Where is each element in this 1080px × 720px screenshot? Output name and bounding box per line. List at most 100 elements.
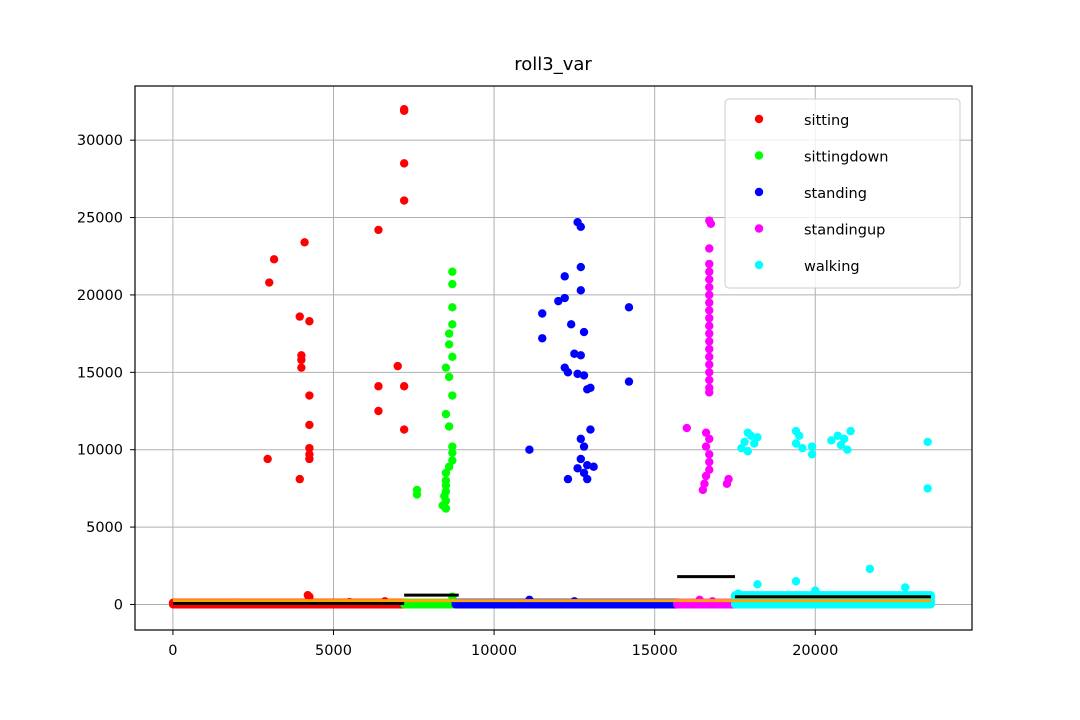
point-standingup <box>705 457 714 467</box>
point-standing <box>589 462 598 471</box>
point-standingup <box>705 275 714 284</box>
point-standingup <box>705 388 714 397</box>
point-sittingdown <box>448 320 457 329</box>
scatter-points <box>232 105 932 608</box>
point-standing <box>586 383 595 392</box>
point-standing <box>576 222 586 232</box>
y-axis-ticks: 0 5000 10000 15000 20000 25000 30000 <box>77 133 135 613</box>
point-sitting <box>305 391 314 400</box>
point-standing <box>579 468 589 478</box>
point-standing <box>579 327 589 337</box>
point-walking <box>833 431 842 440</box>
point-sittingdown <box>444 340 454 349</box>
point-standing <box>560 293 569 303</box>
point-walking <box>923 484 932 493</box>
point-standingup <box>705 329 714 338</box>
point-sittingdown <box>441 409 451 419</box>
point-sitting <box>399 159 409 168</box>
point-sitting <box>374 406 383 416</box>
point-standingup <box>701 442 711 451</box>
point-sitting <box>297 355 306 365</box>
legend-marker-standing <box>754 187 764 197</box>
point-sitting <box>305 317 314 326</box>
x-tick-label: 0 <box>168 643 177 659</box>
y-tick-label: 5000 <box>86 520 123 536</box>
point-sitting <box>305 443 314 453</box>
point-sittingdown <box>441 468 451 478</box>
chart-title: roll3_var <box>514 54 592 75</box>
point-sitting <box>265 278 274 287</box>
point-standing <box>573 369 582 379</box>
point-sittingdown <box>444 422 454 431</box>
point-standingup <box>705 259 714 269</box>
point-standingup <box>701 471 711 481</box>
point-standing <box>570 349 579 358</box>
point-sittingdown <box>441 363 451 372</box>
point-walking <box>798 443 807 453</box>
point-walking <box>791 577 801 586</box>
point-sittingdown <box>448 448 457 457</box>
point-sittingdown <box>448 279 457 289</box>
point-walking <box>836 440 846 450</box>
point-standing <box>576 351 586 360</box>
point-standing <box>576 434 586 444</box>
legend-marker-walking <box>754 260 764 270</box>
point-sitting <box>399 105 409 114</box>
point-standing <box>538 309 547 318</box>
point-standing <box>563 368 573 377</box>
point-sittingdown <box>448 303 457 312</box>
point-standing <box>563 474 573 484</box>
point-standingup <box>682 423 691 433</box>
point-sitting <box>374 225 383 235</box>
point-standingup <box>698 485 708 495</box>
point-standingup <box>705 375 714 385</box>
point-standing <box>579 371 589 380</box>
point-sittingdown <box>448 352 457 362</box>
point-standing <box>576 454 586 464</box>
x-tick-label: 5000 <box>315 643 352 659</box>
point-sitting <box>399 382 409 391</box>
point-standingup <box>705 282 714 292</box>
point-sitting <box>374 382 383 391</box>
legend-box <box>724 98 961 289</box>
point-walking <box>843 445 852 454</box>
point-standing <box>576 262 586 272</box>
point-sitting <box>263 454 272 464</box>
point-standing <box>554 296 563 306</box>
point-standingup <box>722 479 732 488</box>
point-walking <box>740 437 749 447</box>
point-sitting <box>399 425 409 434</box>
point-walking <box>746 431 756 440</box>
point-standing <box>538 334 547 343</box>
point-sittingdown <box>441 481 451 490</box>
point-standingup <box>705 344 714 354</box>
point-walking <box>743 447 753 456</box>
legend-label-standingup: standingup <box>804 223 885 239</box>
point-walking <box>807 450 817 459</box>
point-walking <box>753 580 762 589</box>
y-tick-label: 0 <box>114 597 123 613</box>
point-sittingdown <box>448 391 457 400</box>
point-sitting <box>300 238 309 247</box>
point-sitting <box>399 196 409 205</box>
point-standingup <box>705 434 714 444</box>
point-standingup <box>705 352 714 362</box>
point-standingup <box>705 244 714 253</box>
point-walking <box>753 433 762 442</box>
legend-marker-sittingdown <box>754 151 764 160</box>
point-sittingdown <box>444 462 454 471</box>
point-standingup <box>705 321 714 331</box>
point-standing <box>586 425 595 434</box>
point-standingup <box>705 450 714 459</box>
y-tick-label: 30000 <box>77 133 123 149</box>
point-walking <box>811 586 820 595</box>
point-sittingdown <box>448 267 457 276</box>
plot-frame <box>134 85 973 631</box>
legend-marker-standingup <box>754 224 764 233</box>
point-standingup <box>705 313 714 323</box>
point-walking <box>923 437 932 447</box>
point-standing <box>583 474 592 484</box>
point-walking <box>807 442 817 451</box>
point-sitting <box>305 420 314 430</box>
